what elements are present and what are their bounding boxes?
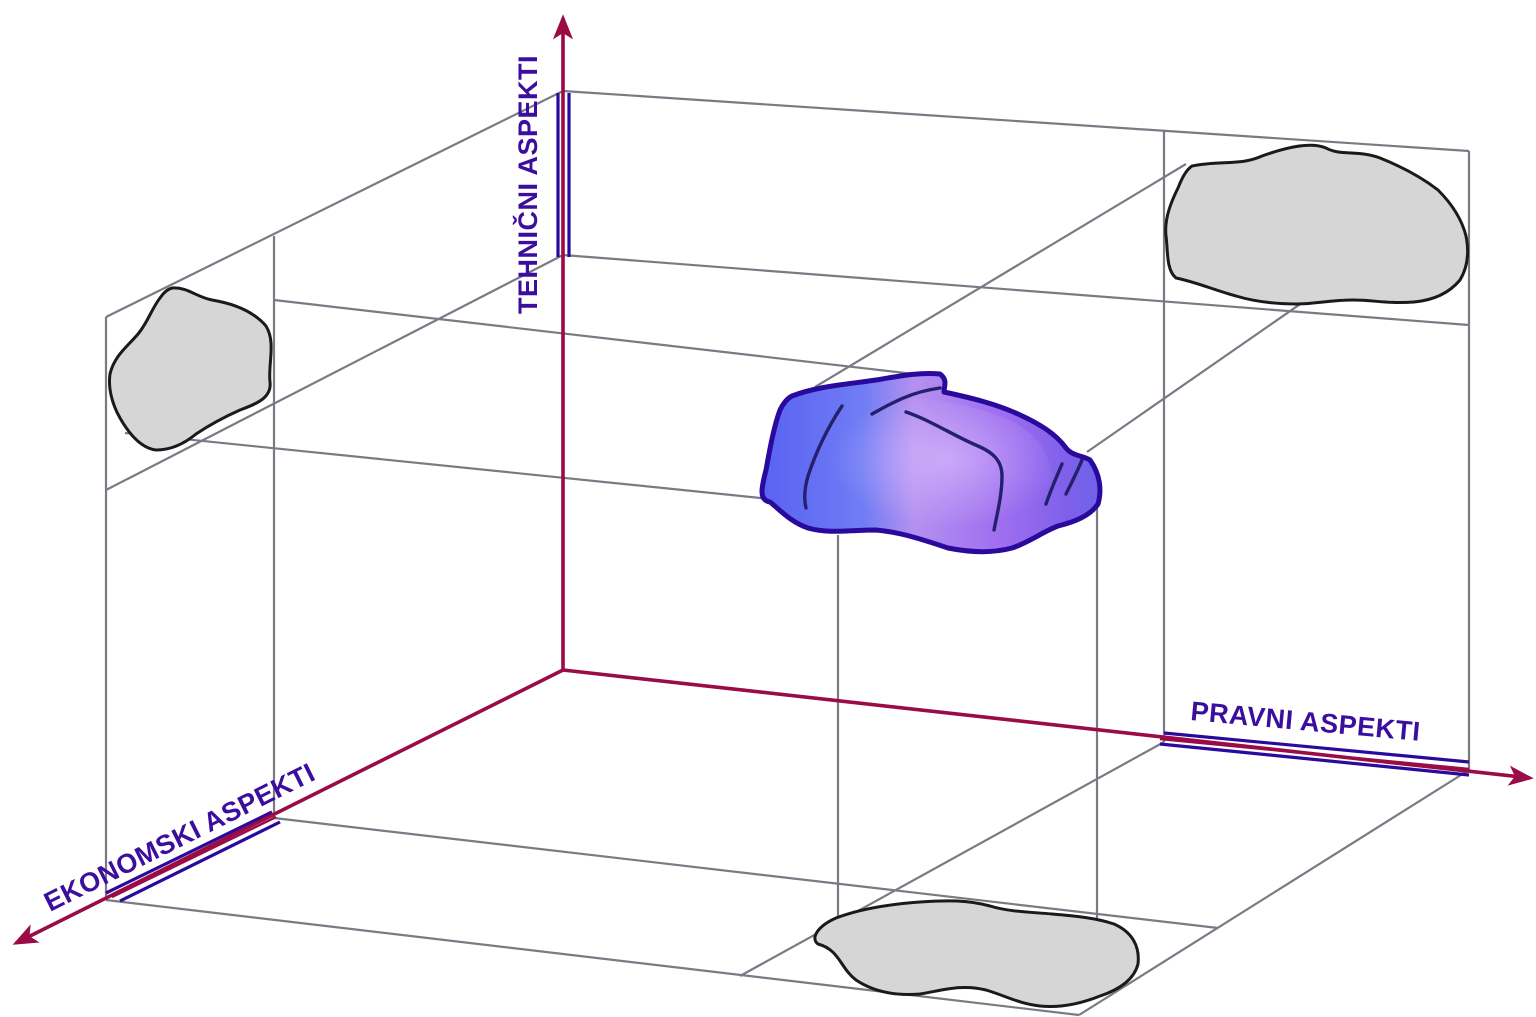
floor-mid-line-a bbox=[273, 816, 1219, 930]
floor-mid-line-b bbox=[739, 741, 1165, 977]
vertical-axis-label: TEHNIČNI ASPEKTI bbox=[512, 55, 543, 314]
axes bbox=[12, 14, 1534, 945]
left-axis bbox=[12, 668, 564, 945]
right-band-top bbox=[1163, 731, 1470, 764]
back-plane-projection-blob bbox=[1164, 143, 1470, 306]
left-plane-mid-diagonal bbox=[105, 254, 564, 491]
right-band-bottom bbox=[1159, 742, 1470, 777]
object-contour-lines bbox=[802, 386, 1084, 532]
projection-to-back-plane-upper bbox=[814, 163, 1187, 388]
object-contour-top-fold bbox=[870, 386, 942, 416]
floor-right-edge bbox=[1078, 769, 1470, 1016]
object-contour-inner-fold bbox=[904, 410, 1004, 532]
left-band-top bbox=[105, 810, 273, 895]
left-plane-projection-blob bbox=[108, 286, 273, 452]
left-band-inner-axis bbox=[111, 815, 277, 899]
object-contour-left-fold bbox=[802, 404, 844, 510]
left-band-bottom bbox=[119, 820, 281, 903]
axis-range-bands bbox=[105, 93, 1470, 903]
left-axis-label: EKONOMSKI ASPEKTI bbox=[39, 757, 320, 917]
floor-front-edge bbox=[105, 898, 1080, 1017]
floor-projection-blob bbox=[813, 899, 1140, 1008]
left-plane-top-edge bbox=[105, 90, 564, 318]
object-highlight bbox=[820, 396, 1052, 536]
back-plane-top-edge bbox=[562, 89, 1470, 153]
projection-to-left-plane-upper bbox=[273, 298, 941, 379]
central-3d-object bbox=[759, 370, 1103, 555]
projection-to-left-plane-lower bbox=[124, 431, 781, 502]
grid-lines bbox=[104, 89, 1471, 1017]
back-plane-mid-horizontal bbox=[562, 253, 1470, 327]
object-contour-right-fold-a bbox=[1044, 462, 1064, 506]
right-band-inner-axis bbox=[1159, 737, 1470, 771]
object-contour-right-fold-b bbox=[1064, 458, 1084, 496]
